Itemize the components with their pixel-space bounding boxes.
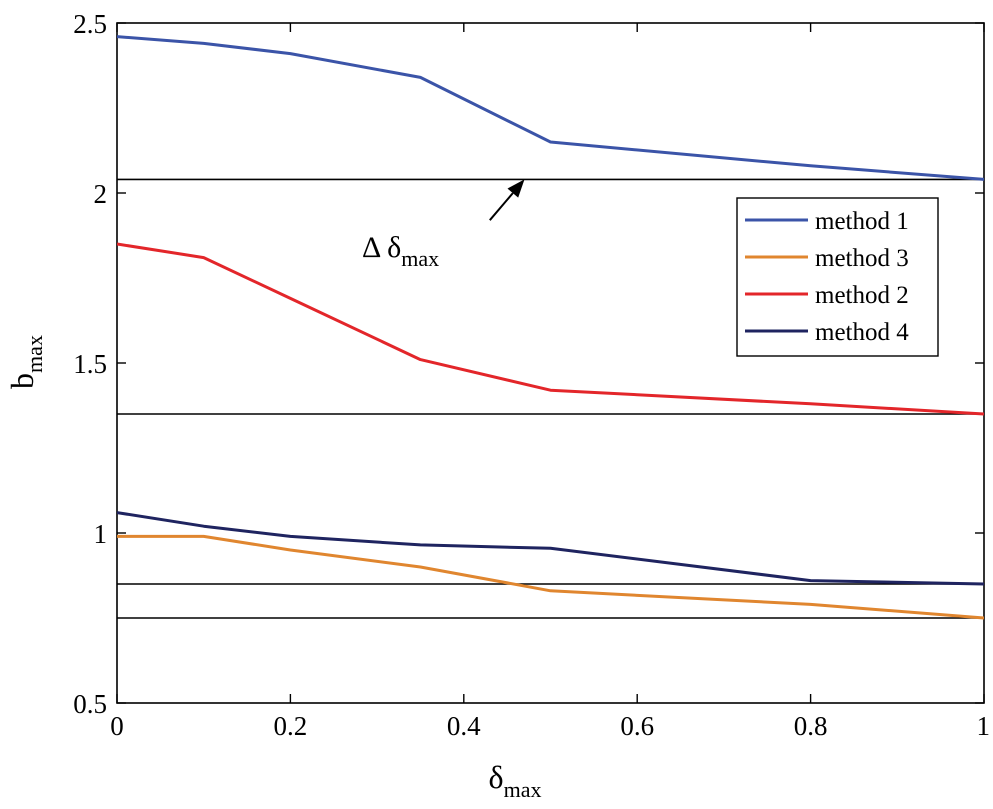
annotation-arrowhead <box>507 179 525 198</box>
series-line-method-1 <box>117 35 984 181</box>
annotation-label-sub: max <box>401 246 439 271</box>
legend-label: method 1 <box>815 208 909 235</box>
plot-area <box>116 22 985 704</box>
y-tick-label: 2 <box>94 179 108 209</box>
x-tick-label: 0.8 <box>794 711 828 741</box>
legend-label: method 2 <box>815 282 909 309</box>
legend: method 1 method 3 method 2 method 4 <box>736 197 939 357</box>
y-tick-label: 0.5 <box>73 689 107 719</box>
x-tick-label: 0.4 <box>447 711 481 741</box>
y-axis-label-sub: max <box>22 335 47 373</box>
annotation-label: Δ δmax <box>362 231 439 271</box>
y-axis-label-base: b <box>4 373 40 389</box>
x-axis-label-sub: max <box>504 777 542 802</box>
legend-label: method 3 <box>815 245 909 272</box>
x-axis-label-base: δ <box>489 759 504 795</box>
legend-label: method 4 <box>815 319 909 346</box>
annotation-arrow <box>489 192 514 221</box>
series-line-method-3 <box>117 534 984 620</box>
y-axis-label: bmax <box>4 335 47 389</box>
x-tick-label: 0.2 <box>274 711 308 741</box>
x-axis-label: δmax <box>489 759 542 802</box>
x-tick-label: 0 <box>110 711 124 741</box>
series-line-method-4 <box>117 511 984 586</box>
y-tick-label: 1 <box>94 519 108 549</box>
series-line-method-2 <box>117 242 984 416</box>
y-tick-label: 2.5 <box>73 9 107 39</box>
annotation-label-base: Δ δ <box>362 231 401 264</box>
x-tick-label: 0.6 <box>620 711 654 741</box>
x-tick-label: 1 <box>977 711 991 741</box>
delta-annotation: Δ δmax <box>362 179 525 271</box>
y-tick-label: 1.5 <box>73 349 107 379</box>
